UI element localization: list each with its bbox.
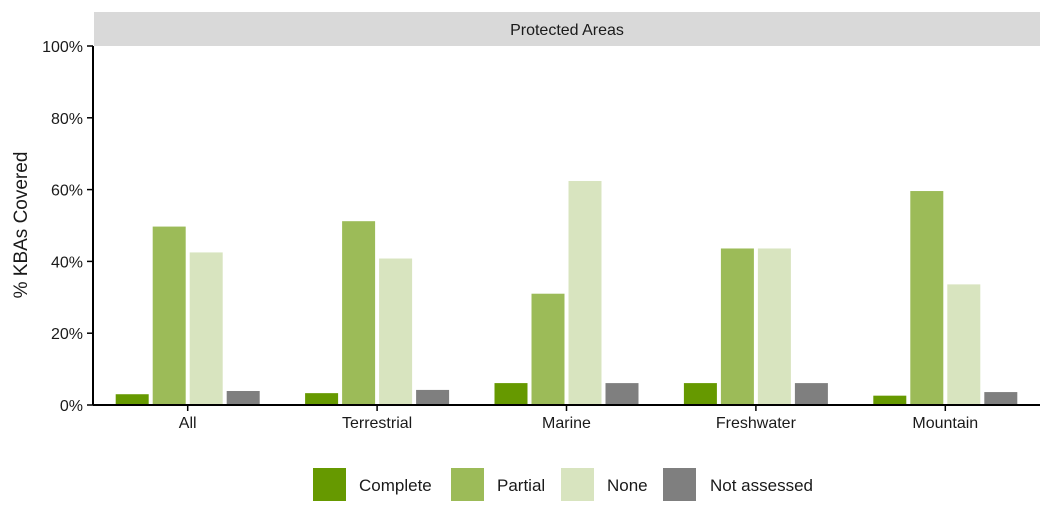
legend-swatch-not-assessed [663, 468, 696, 501]
bar-marine-not-assessed [605, 383, 639, 405]
bar-marine-none [568, 180, 602, 405]
bar-freshwater-partial [720, 248, 754, 405]
y-tick-label: 20% [51, 326, 83, 343]
bar-mountain-none [947, 284, 981, 405]
bar-freshwater-not-assessed [794, 383, 828, 405]
x-ticks: All Terrestrial Marine Freshwater Mountain [179, 405, 978, 432]
axes [92, 46, 1040, 406]
bar-terrestrial-not-assessed [416, 389, 450, 405]
bar-terrestrial-complete [305, 393, 339, 405]
bar-all-not-assessed [226, 390, 260, 405]
bar-marine-complete [494, 383, 528, 405]
bars [115, 180, 1018, 405]
bar-all-none [189, 252, 223, 405]
legend-swatch-none [561, 468, 594, 501]
legend: Complete Partial None Not assessed [313, 468, 813, 501]
bar-mountain-not-assessed [984, 392, 1018, 405]
bar-terrestrial-partial [342, 221, 376, 405]
bar-terrestrial-none [379, 258, 413, 405]
y-tick-label: 80% [51, 111, 83, 128]
x-tick-label: All [179, 415, 197, 432]
legend-swatch-partial [451, 468, 484, 501]
x-tick-label: Freshwater [716, 415, 797, 432]
y-tick-label: 100% [42, 39, 83, 56]
y-tick-label: 0% [60, 398, 83, 415]
y-ticks: 0% 20% 40% 60% 80% 100% [42, 39, 93, 415]
x-tick-label: Mountain [912, 415, 978, 432]
legend-label-complete: Complete [359, 476, 432, 495]
x-tick-label: Marine [542, 415, 591, 432]
bar-mountain-partial [910, 191, 944, 405]
legend-label-none: None [607, 476, 648, 495]
bar-all-complete [115, 394, 149, 405]
legend-label-not-assessed: Not assessed [710, 476, 813, 495]
bar-freshwater-none [757, 248, 791, 405]
y-tick-label: 60% [51, 183, 83, 200]
legend-label-partial: Partial [497, 476, 545, 495]
legend-swatch-complete [313, 468, 346, 501]
x-tick-label: Terrestrial [342, 415, 412, 432]
y-tick-label: 40% [51, 254, 83, 271]
bar-marine-partial [531, 293, 565, 405]
facet-strip: Protected Areas [94, 12, 1040, 46]
y-axis-title: % KBAs Covered [11, 152, 32, 299]
bar-all-partial [152, 226, 186, 405]
bar-freshwater-complete [683, 383, 717, 405]
facet-title: Protected Areas [510, 22, 624, 39]
bar-mountain-complete [873, 395, 907, 405]
facet-strip-background [94, 12, 1040, 46]
